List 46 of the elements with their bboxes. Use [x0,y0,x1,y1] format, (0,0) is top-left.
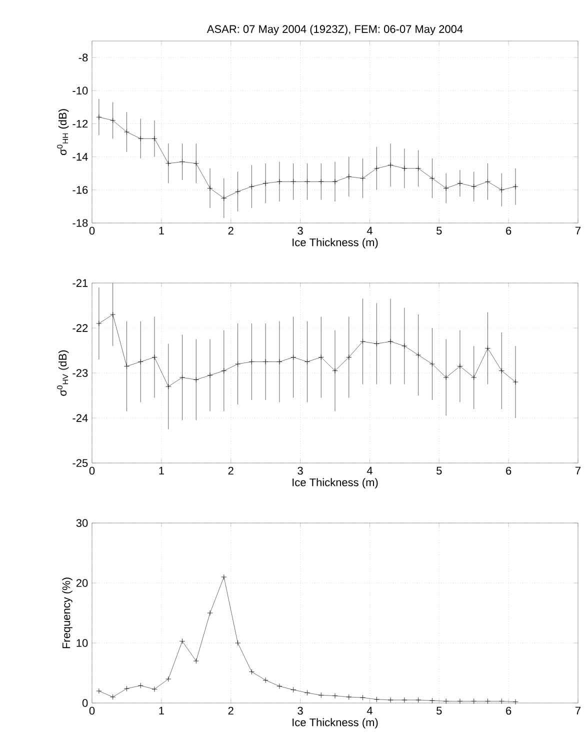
x-tick-label: 4 [366,706,372,714]
x-tick-label: 5 [436,706,442,715]
x-tick-label: 4 [366,226,372,234]
x-tick-label: 6 [506,706,512,715]
x-tick-label: 4 [366,466,372,474]
y-tick-label: -18 [72,219,88,227]
y-tick-label: 0 [82,699,88,707]
x-tick-label: 7 [576,706,581,714]
x-axis-title: Ice Thickness (m) [292,238,378,248]
x-tick-label: 1 [159,466,164,474]
x-tick-label: 3 [298,466,303,475]
y-tick-label: -25 [72,459,88,467]
y-axis-title: σ$^{0}$$_{HV}$ (dB) [57,350,69,396]
y-tick-label: 30 [76,519,88,527]
x-tick-label: 6 [506,226,512,235]
x-tick-label: 1 [159,226,164,234]
x-tick-label: 0 [89,466,95,475]
y-axis-title: σ$^{0}$$_{HH}$ (dB) [57,109,69,156]
x-tick-label: 7 [576,466,581,474]
y-tick-label: -12 [72,120,88,128]
y-tick-label: -21 [72,279,88,287]
y-tick-label: -23 [72,369,88,377]
x-tick-label: 6 [506,466,512,475]
y-tick-label: -8 [78,54,88,62]
y-tick-label: -14 [72,153,88,161]
y-tick-label: -22 [72,324,88,332]
x-tick-label: 0 [89,226,95,235]
y-tick-label: 20 [76,579,88,587]
x-tick-label: 2 [228,226,234,235]
x-tick-label: 1 [159,706,164,714]
x-tick-label: 3 [298,706,303,715]
y-tick-label: -24 [72,414,88,422]
x-tick-label: 2 [228,466,234,475]
y-tick-label: -16 [72,186,88,194]
y-tick-label: -10 [72,86,88,95]
y-axis-title: Frequency (%) [62,578,72,648]
x-axis-title: Ice Thickness (m) [292,718,378,728]
y-tick-label: 10 [76,639,88,647]
x-tick-label: 0 [89,706,95,715]
x-tick-label: 2 [228,706,234,715]
chart-title: ASAR: 07 May 2004 (1923Z), FEM: 06-07 May 2004 [206,24,463,36]
x-tick-label: 3 [298,226,303,235]
x-tick-label: 5 [436,226,442,235]
x-tick-label: 5 [436,466,442,475]
x-tick-label: 7 [576,226,581,234]
x-axis-title: Ice Thickness (m) [292,478,378,488]
